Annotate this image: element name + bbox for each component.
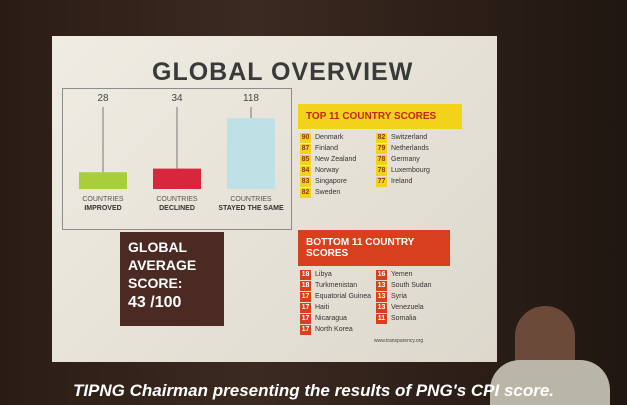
change-value: 118 [216, 93, 286, 104]
change-label-text: COUNTRIES [230, 196, 271, 203]
top-header: TOP 11 COUNTRY SCORES [298, 104, 462, 129]
score-row: 13 Venezuela [376, 303, 424, 313]
score-row: 83 Singapore [300, 177, 347, 187]
score: 79 [376, 144, 387, 154]
top-panel: TOP 11 COUNTRY SCORES 90 Denmark 87 Finland… [298, 104, 462, 197]
country: Syria [391, 293, 407, 300]
country: South Sudan [391, 282, 431, 289]
bar [227, 118, 275, 189]
country: Luxembourg [391, 167, 430, 174]
change-value: 34 [142, 93, 212, 104]
country: Libya [315, 271, 332, 278]
country: Somalia [391, 315, 416, 322]
change-sublabel: IMPROVED [68, 204, 138, 213]
bottom-panel: BOTTOM 11 COUNTRY SCORES 18 Libya 18 Turkme… [298, 230, 450, 334]
change-sublabel: STAYED THE SAME [216, 204, 286, 213]
score: 17 [300, 325, 311, 335]
score-row: 17 Haiti [300, 303, 329, 313]
bar [79, 172, 127, 189]
score-row: 18 Turkmenistan [300, 281, 357, 291]
country: Turkmenistan [315, 282, 357, 289]
score-row: 18 Libya [300, 270, 332, 280]
country: Haiti [315, 304, 329, 311]
score: 18 [300, 270, 311, 280]
score: 87 [300, 144, 311, 154]
score: 90 [300, 133, 311, 143]
change-value: 28 [68, 93, 138, 104]
source: www.transparency.org [374, 338, 423, 344]
score: 11 [376, 314, 387, 324]
slide-title: GLOBAL OVERVIEW [152, 58, 413, 87]
bottom-header: BOTTOM 11 COUNTRY SCORES [298, 230, 450, 266]
score: 84 [300, 166, 311, 176]
score: 85 [300, 155, 311, 165]
score-row: 79 Netherlands [376, 144, 429, 154]
country: Equatorial Guinea [315, 293, 371, 300]
average-box: GLOBAL AVERAGE SCORE: 43 /100 [120, 232, 224, 326]
score: 13 [376, 292, 387, 302]
country: Singapore [315, 178, 347, 185]
change-sublabel: DECLINED [142, 204, 212, 213]
change-label-text: COUNTRIES [156, 196, 197, 203]
score-row: 82 Sweden [300, 188, 340, 198]
score-row: 17 Equatorial Guinea [300, 292, 371, 302]
score-row: 78 Germany [376, 155, 420, 165]
score-list: 18 Libya 18 Turkmenistan 17 Equatorial Guinea… [298, 270, 450, 334]
score: 13 [376, 281, 387, 291]
country: New Zealand [315, 156, 356, 163]
score: 83 [300, 177, 311, 187]
score-row: 85 New Zealand [300, 155, 356, 165]
country: Venezuela [391, 304, 424, 311]
country: Germany [391, 156, 420, 163]
score-row: 17 Nicaragua [300, 314, 347, 324]
country: Yemen [391, 271, 413, 278]
score: 17 [300, 314, 311, 324]
score: 17 [300, 292, 311, 302]
bar [153, 169, 201, 189]
country: Finland [315, 145, 338, 152]
score-row: 90 Denmark [300, 133, 343, 143]
score-row: 17 North Korea [300, 325, 353, 335]
average-label: GLOBAL AVERAGE SCORE: [128, 238, 218, 292]
score-row: 13 Syria [376, 292, 407, 302]
score: 78 [376, 155, 387, 165]
score-row: 13 South Sudan [376, 281, 431, 291]
score-row: 87 Finland [300, 144, 338, 154]
score: 82 [376, 133, 387, 143]
country: Switzerland [391, 134, 427, 141]
score: 82 [300, 188, 311, 198]
score: 78 [376, 166, 387, 176]
score-row: 16 Yemen [376, 270, 413, 280]
score-row: 11 Somalia [376, 314, 416, 324]
photo: GLOBAL OVERVIEW 28COUNTRIESIMPROVED34COU… [0, 0, 627, 405]
score: 16 [376, 270, 387, 280]
score: 77 [376, 177, 387, 187]
country: Netherlands [391, 145, 429, 152]
country: Denmark [315, 134, 343, 141]
score: 18 [300, 281, 311, 291]
score: 17 [300, 303, 311, 313]
score-row: 78 Luxembourg [376, 166, 430, 176]
country: Ireland [391, 178, 412, 185]
change-label-text: COUNTRIES [82, 196, 123, 203]
score-row: 77 Ireland [376, 177, 412, 187]
score-row: 82 Switzerland [376, 133, 427, 143]
caption: TIPNG Chairman presenting the results of… [0, 381, 627, 401]
country: Norway [315, 167, 339, 174]
score: 13 [376, 303, 387, 313]
score-row: 84 Norway [300, 166, 339, 176]
country: Nicaragua [315, 315, 347, 322]
country: Sweden [315, 189, 340, 196]
average-score: 43 /100 [128, 294, 216, 312]
country: North Korea [315, 326, 353, 333]
